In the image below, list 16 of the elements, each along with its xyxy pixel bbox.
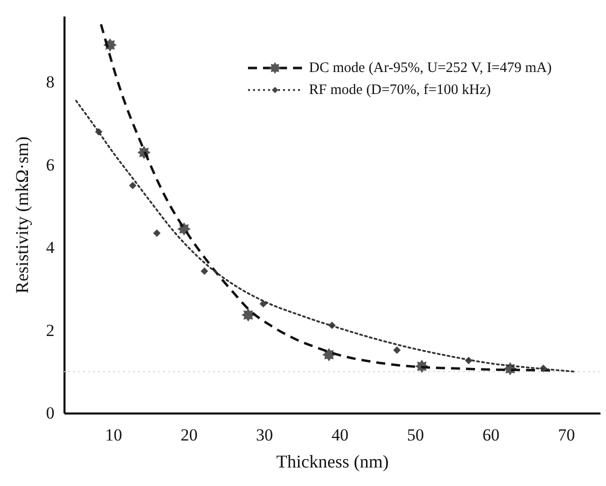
x-tick-label: 70 [558,426,576,444]
x-tick-label: 40 [332,426,349,444]
legend-label: RF mode (D=70%, f=100 kHz) [309,82,492,98]
y-tick-label: 8 [46,72,54,92]
x-tick-label: 30 [256,426,274,444]
y-tick-label: 0 [46,404,54,422]
x-tick-label: 20 [180,426,198,444]
x-tick-label: 50 [407,426,424,444]
legend-label: DC mode (Ar-95%, U=252 V, I=479 mA) [309,60,552,76]
x-tick-label: 60 [482,426,500,444]
y-tick-label: 2 [46,320,54,340]
x-tick-label: 10 [105,426,122,444]
y-tick-label: 6 [46,155,54,174]
y-tick-label: 4 [46,238,55,258]
x-axis-title: Thickness (nm) [276,452,389,472]
y-axis-title: Resistivity (mkΩ·sm) [12,136,32,294]
